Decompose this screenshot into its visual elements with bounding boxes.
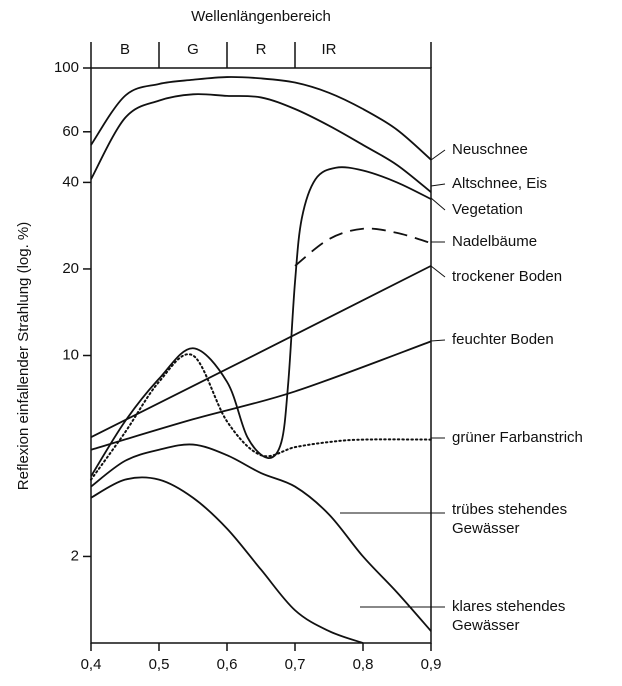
legend-label: grüner Farbanstrich: [452, 429, 583, 446]
legend-label: trockener Boden: [452, 268, 563, 285]
y-tick-label: 2: [71, 547, 79, 564]
y-tick-label: 60: [62, 123, 79, 140]
band-label: B: [120, 41, 130, 58]
series-line: [90, 265, 432, 438]
x-tick-label: 0,8: [353, 656, 374, 673]
legend-label: Neuschnee: [452, 141, 528, 158]
leader-line: [430, 183, 446, 187]
y-tick-label: 20: [62, 260, 79, 277]
y-tick-label: 40: [62, 173, 79, 190]
leader-line: [430, 197, 446, 211]
series-line: [90, 353, 432, 481]
legend-label: Altschnee, Eis: [452, 175, 548, 192]
x-tick-label: 0,9: [421, 656, 442, 673]
series-line: [90, 443, 432, 632]
series-line: [90, 476, 364, 644]
series-line: [90, 340, 432, 451]
series-line: [90, 166, 432, 477]
legend-label: Nadelbäume: [452, 233, 538, 250]
leader-line: [430, 149, 446, 161]
series-line: [90, 76, 432, 161]
top-axis-title: Wellenlängenbereich: [191, 8, 331, 25]
legend-label: feuchter Boden: [452, 331, 554, 348]
band-label: IR: [322, 41, 337, 58]
x-tick-label: 0,7: [285, 656, 306, 673]
y-tick-label: 100: [54, 59, 79, 76]
series-line: [294, 227, 432, 267]
legend-label: Vegetation: [452, 201, 523, 218]
x-tick-label: 0,6: [217, 656, 238, 673]
y-tick-label: 10: [62, 346, 79, 363]
band-label: G: [187, 41, 199, 58]
y-axis-title: Reflexion einfallender Strahlung (log. %…: [15, 222, 32, 490]
series-line: [90, 93, 432, 193]
x-tick-label: 0,5: [149, 656, 170, 673]
leader-line: [430, 339, 446, 342]
legend-label: klares stehendes Gewässer: [452, 598, 566, 634]
band-label: R: [256, 41, 267, 58]
x-tick-label: 0,4: [81, 656, 102, 673]
legend-label: trübes stehendes Gewässer: [452, 501, 568, 537]
leader-line: [430, 265, 446, 278]
